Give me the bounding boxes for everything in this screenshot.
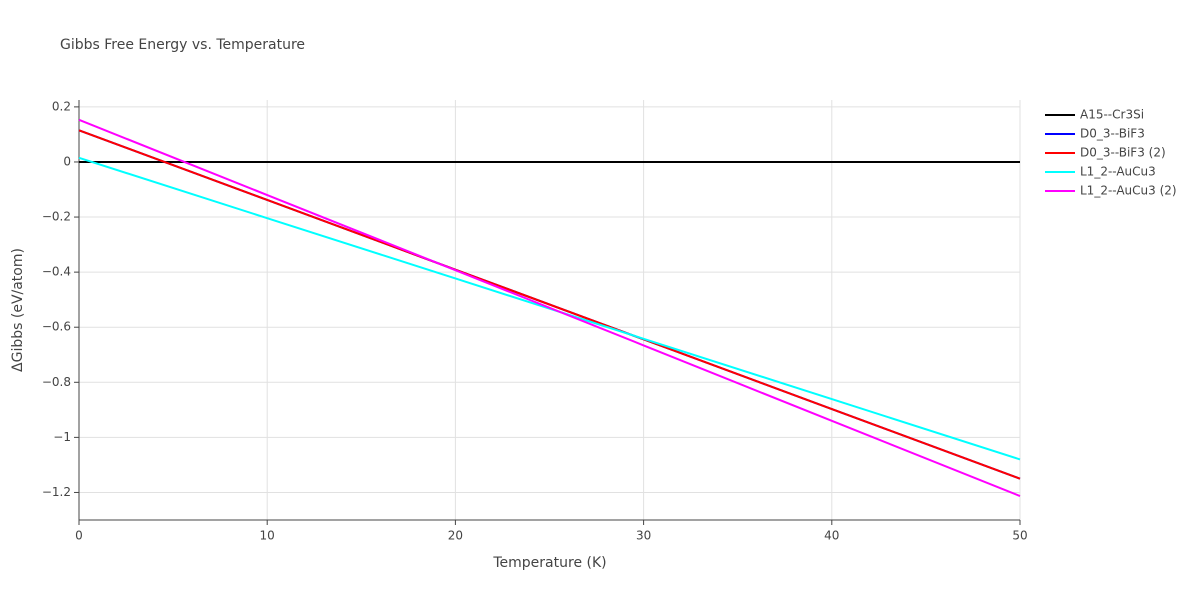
y-tick-label: −0.2 <box>42 210 71 224</box>
x-tick-label: 50 <box>1012 529 1027 543</box>
chart-title: Gibbs Free Energy vs. Temperature <box>60 37 305 53</box>
x-tick-label: 10 <box>260 529 275 543</box>
legend-label: D0_3--BiF3 (2) <box>1080 146 1166 160</box>
legend-label: A15--Cr3Si <box>1080 108 1144 122</box>
y-tick-label: −1.2 <box>42 485 71 499</box>
x-tick-label: 0 <box>75 529 83 543</box>
y-tick-label: −0.8 <box>42 375 71 389</box>
legend-label: L1_2--AuCu3 (2) <box>1080 184 1177 198</box>
legend-label: D0_3--BiF3 <box>1080 127 1145 141</box>
x-axis-label: Temperature (K) <box>492 555 606 571</box>
legend-label: L1_2--AuCu3 <box>1080 165 1156 179</box>
x-tick-label: 40 <box>824 529 839 543</box>
series-line <box>78 129 1021 480</box>
y-tick-label: 0.2 <box>52 99 71 113</box>
y-tick-label: −1 <box>53 430 71 444</box>
series-line <box>78 118 1021 497</box>
y-tick-label: −0.6 <box>42 320 71 334</box>
x-tick-label: 30 <box>636 529 651 543</box>
x-tick-label: 20 <box>448 529 463 543</box>
y-tick-label: 0 <box>63 154 71 168</box>
y-tick-label: −0.4 <box>42 265 71 279</box>
y-axis-label: ΔGibbs (eV/atom) <box>10 248 26 372</box>
